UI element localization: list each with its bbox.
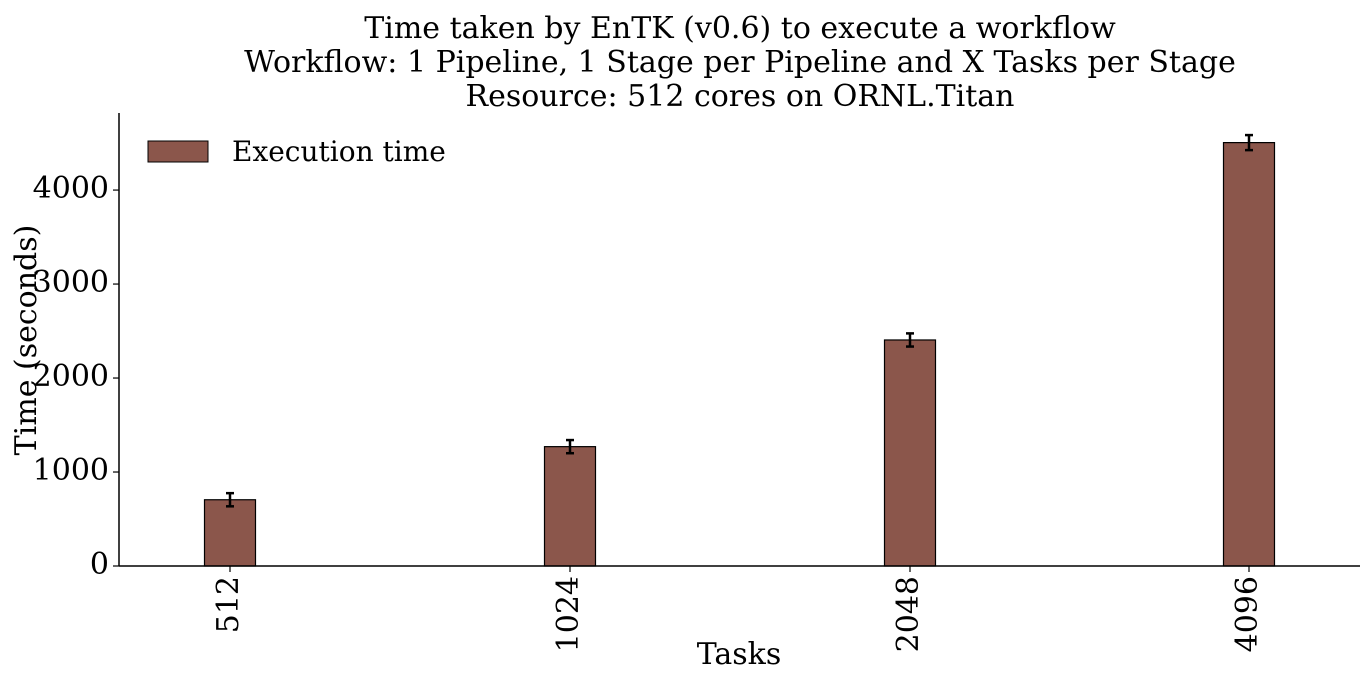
- error-bars: [226, 133, 1253, 508]
- y-tick-label-4000: 4000: [33, 171, 109, 206]
- x-tick-label-4096: 4096: [1230, 576, 1265, 652]
- bar-2048: [883, 339, 937, 567]
- error-bar-512: [226, 491, 234, 508]
- legend-swatch: [147, 140, 209, 163]
- x-tick-label-512: 512: [211, 576, 246, 633]
- x-axis-ticks: 512 1024 2048 4096: [211, 566, 1265, 652]
- x-axis-label: Tasks: [697, 637, 782, 672]
- bar-512: [203, 499, 257, 567]
- y-tick-label-0: 0: [90, 547, 109, 582]
- bar-4096: [1222, 142, 1276, 567]
- error-bar-1024: [566, 438, 574, 455]
- y-tick-label-1000: 1000: [33, 453, 109, 488]
- error-bar-4096: [1245, 133, 1253, 152]
- chart-title-line-3: Resource: 512 cores on ORNL.Titan: [465, 79, 1014, 114]
- chart-title-line-1: Time taken by EnTK (v0.6) to execute a w…: [364, 11, 1116, 46]
- x-tick-label-1024: 1024: [551, 576, 586, 652]
- bars: [203, 142, 1276, 567]
- legend: Execution time: [147, 135, 446, 168]
- chart-title-line-2: Workflow: 1 Pipeline, 1 Stage per Pipeli…: [244, 45, 1236, 80]
- error-bar-2048: [906, 332, 914, 348]
- y-axis-ticks: 0 1000 2000 3000 4000: [33, 171, 119, 582]
- x-tick-label-2048: 2048: [891, 576, 926, 652]
- y-tick-label-2000: 2000: [33, 359, 109, 394]
- legend-label: Execution time: [232, 135, 446, 168]
- chart-title: Time taken by EnTK (v0.6) to execute a w…: [244, 11, 1236, 114]
- y-axis-label: Time (seconds): [9, 225, 44, 456]
- y-tick-label-3000: 3000: [33, 265, 109, 300]
- bar-1024: [543, 446, 597, 567]
